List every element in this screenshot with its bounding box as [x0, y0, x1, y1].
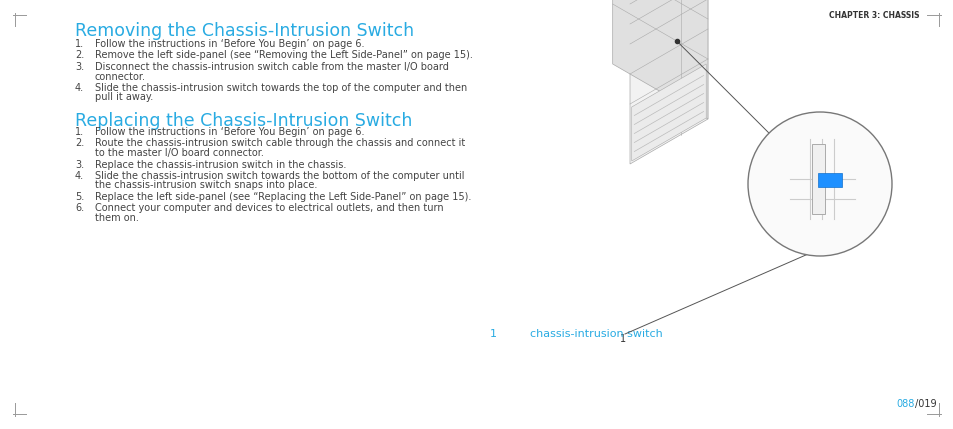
- Text: 4.: 4.: [75, 171, 84, 181]
- Text: 1: 1: [619, 334, 625, 344]
- Text: Slide the chassis-intrusion switch towards the top of the computer and then: Slide the chassis-intrusion switch towar…: [95, 83, 467, 93]
- Text: the chassis-intrusion switch snaps into place.: the chassis-intrusion switch snaps into …: [95, 181, 317, 190]
- Text: Follow the instructions in ‘Before You Begin’ on page 6.: Follow the instructions in ‘Before You B…: [95, 39, 364, 49]
- Text: 6.: 6.: [75, 203, 84, 214]
- Text: 1: 1: [490, 329, 497, 339]
- Text: 1.: 1.: [75, 127, 84, 137]
- Text: Remove the left side-panel (see “Removing the Left Side-Panel” on page 15).: Remove the left side-panel (see “Removin…: [95, 51, 473, 60]
- Text: to the master I/O board connector.: to the master I/O board connector.: [95, 148, 264, 158]
- Text: chassis-intrusion switch: chassis-intrusion switch: [530, 329, 662, 339]
- Text: 4.: 4.: [75, 83, 84, 93]
- Text: 3.: 3.: [75, 62, 84, 72]
- Text: Route the chassis-intrusion switch cable through the chassis and connect it: Route the chassis-intrusion switch cable…: [95, 139, 465, 148]
- Text: 2.: 2.: [75, 51, 84, 60]
- Text: 2.: 2.: [75, 139, 84, 148]
- Text: Disconnect the chassis-intrusion switch cable from the master I/O board: Disconnect the chassis-intrusion switch …: [95, 62, 449, 72]
- Text: 5.: 5.: [75, 192, 84, 202]
- Text: Connect your computer and devices to electrical outlets, and then turn: Connect your computer and devices to ele…: [95, 203, 443, 214]
- Polygon shape: [629, 0, 707, 164]
- FancyBboxPatch shape: [817, 173, 841, 187]
- Text: Removing the Chassis-Intrusion Switch: Removing the Chassis-Intrusion Switch: [75, 22, 414, 40]
- Polygon shape: [612, 0, 707, 119]
- Text: them on.: them on.: [95, 213, 139, 223]
- Text: pull it away.: pull it away.: [95, 93, 153, 103]
- Text: 3.: 3.: [75, 160, 84, 169]
- Text: Slide the chassis-intrusion switch towards the bottom of the computer until: Slide the chassis-intrusion switch towar…: [95, 171, 464, 181]
- Circle shape: [747, 112, 891, 256]
- Text: 088: 088: [896, 399, 914, 409]
- Polygon shape: [631, 64, 705, 161]
- Text: Replacing the Chassis-Intrusion Switch: Replacing the Chassis-Intrusion Switch: [75, 112, 412, 130]
- Text: /019: /019: [914, 399, 936, 409]
- Text: 1.: 1.: [75, 39, 84, 49]
- Text: Replace the chassis-intrusion switch in the chassis.: Replace the chassis-intrusion switch in …: [95, 160, 346, 169]
- Text: Follow the instructions in ‘Before You Begin’ on page 6.: Follow the instructions in ‘Before You B…: [95, 127, 364, 137]
- Text: connector.: connector.: [95, 72, 146, 82]
- Polygon shape: [811, 144, 824, 214]
- Text: Replace the left side-panel (see “Replacing the Left Side-Panel” on page 15).: Replace the left side-panel (see “Replac…: [95, 192, 471, 202]
- Text: CHAPTER 3: CHASSIS: CHAPTER 3: CHASSIS: [828, 11, 919, 20]
